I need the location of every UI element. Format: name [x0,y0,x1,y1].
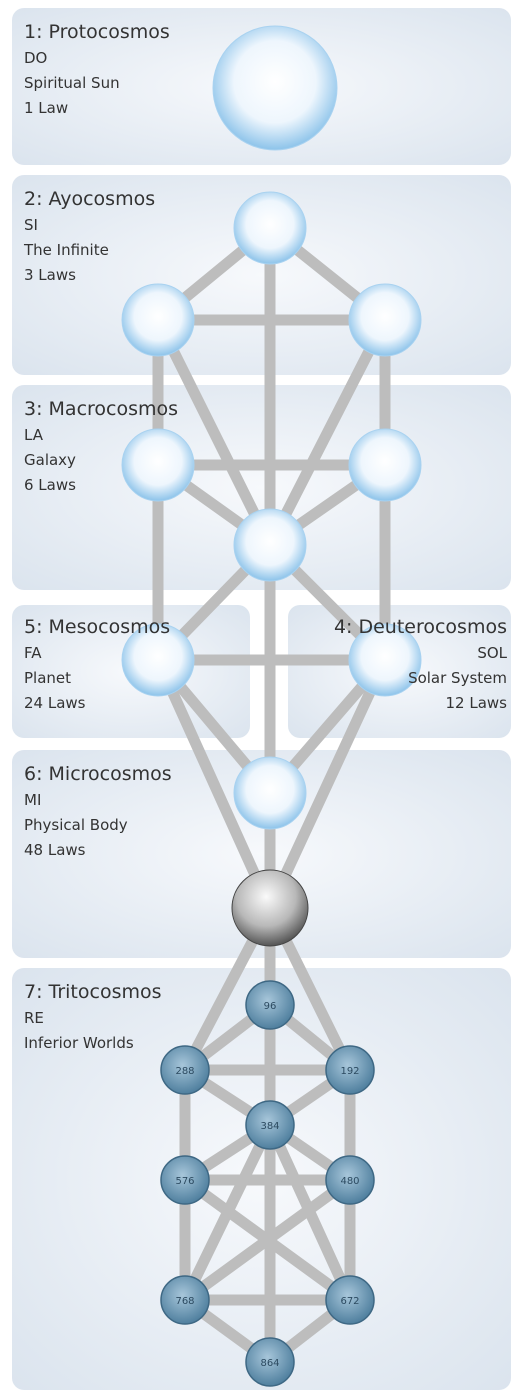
node-label: 576 [175,1176,194,1187]
node-label: 288 [175,1066,194,1077]
sphere [349,284,421,356]
panel-title: 2: Ayocosmos [24,188,155,210]
sphere [234,192,306,264]
panel-title: 5: Mesocosmos [24,616,170,638]
sphere [213,26,337,150]
panel-line: 3 Laws [24,266,76,284]
panel-line: FA [24,644,42,662]
node-label: 672 [340,1296,359,1307]
panel-line: 12 Laws [446,694,508,712]
panel-title: 3: Macrocosmos [24,398,178,420]
panel-line: LA [24,426,44,444]
panel-line: MI [24,791,41,809]
panel-line: Inferior Worlds [24,1034,134,1052]
panel-line: The Infinite [23,241,109,259]
panel-line: Spiritual Sun [24,74,120,92]
sphere [234,757,306,829]
panel-line: 48 Laws [24,841,86,859]
panel-line: 24 Laws [24,694,86,712]
panel-line: RE [24,1009,44,1027]
panel-line: SI [24,216,38,234]
sphere [122,429,194,501]
sphere [349,429,421,501]
sphere [232,870,308,946]
panel-line: Planet [24,669,71,687]
node-label: 384 [260,1121,279,1132]
node-label: 768 [175,1296,194,1307]
panel-line: Solar System [408,669,507,687]
panel-title: 7: Tritocosmos [24,981,162,1003]
node-label: 96 [264,1001,277,1012]
panel-line: 6 Laws [24,476,76,494]
node-label: 480 [340,1176,359,1187]
panel-line: 1 Law [24,99,68,117]
node-label: 192 [340,1066,359,1077]
node-label: 864 [260,1358,279,1369]
panel-title: 4: Deuterocosmos [334,616,507,638]
sphere [122,284,194,356]
cosmos-diagram: 96 288 192 384 576 480 768 672 864 1: Protocosmo… [0,0,511,1397]
panel-line: SOL [477,644,507,662]
panel-line: Physical Body [24,816,128,834]
panel-line: DO [24,49,47,67]
panel-line: Galaxy [24,451,76,469]
sphere [234,509,306,581]
panel-title: 1: Protocosmos [24,21,170,43]
panel-title: 6: Microcosmos [24,763,172,785]
